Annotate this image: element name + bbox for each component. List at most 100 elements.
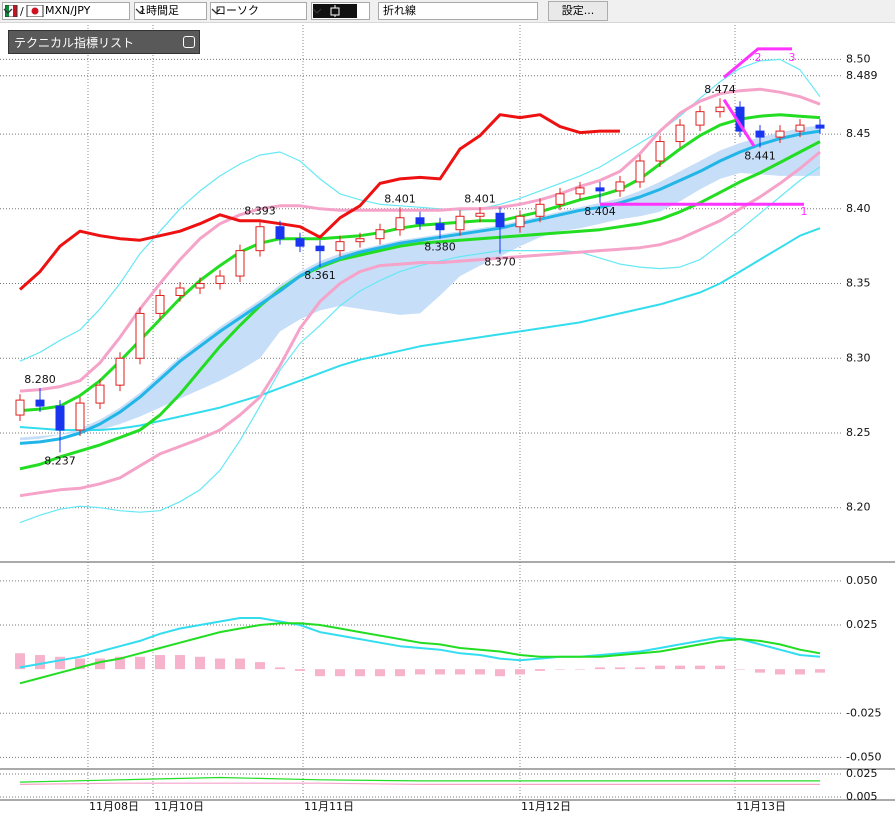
macd-histogram-bar [635, 667, 645, 670]
candle-body [215, 275, 225, 285]
price-annotation: 8.401 [464, 192, 496, 205]
macd-histogram-bar [155, 655, 165, 670]
drawing-label: 1 [801, 205, 808, 218]
candle-body [815, 124, 825, 129]
toolbar: / MXN/JPY 1時間足 ローソク 折れ線 設定... [0, 0, 895, 23]
settings-button[interactable]: 設定... [548, 1, 608, 21]
candle-body [275, 226, 285, 240]
candle-body [355, 238, 365, 243]
indicator-line [19, 87, 821, 393]
price-annotation: 8.441 [744, 150, 776, 163]
candle-body [75, 402, 85, 431]
y-tick-label: 0.025 [846, 767, 878, 780]
indicator-list[interactable]: テクニカル指標リスト [8, 30, 200, 54]
candle-body [455, 215, 465, 231]
x-tick-label: 11月13日 [736, 800, 786, 813]
y-tick-label: 8.35 [846, 277, 871, 290]
candle-icon-bg [313, 4, 357, 18]
y-tick-label: 8.40 [846, 202, 871, 215]
macd-histogram-bar [615, 667, 625, 670]
macd-histogram-bar [15, 653, 25, 670]
macd-histogram-bar [455, 669, 465, 675]
candle-body [635, 160, 645, 183]
candle-body [195, 283, 205, 289]
x-tick-label: 11月12日 [521, 800, 571, 813]
x-tick-label: 11月11日 [304, 800, 354, 813]
candle-body [615, 181, 625, 192]
y-tick-label: 8.45 [846, 127, 871, 140]
line-type-input[interactable]: 折れ線 [378, 2, 538, 20]
macd-histogram-bar [35, 655, 45, 670]
macd-histogram-bar [675, 665, 685, 670]
macd-histogram-bar [515, 669, 525, 675]
macd-histogram-bar [415, 669, 425, 675]
price-annotation: 8.393 [244, 204, 276, 217]
macd-histogram-bar [95, 658, 105, 670]
macd-histogram-bar [195, 656, 205, 670]
candle-body [115, 357, 125, 386]
candle-body [15, 399, 25, 416]
indicator-list-icon [183, 36, 195, 48]
dropdown-arrow [312, 8, 322, 14]
macd-histogram-bar [235, 658, 245, 670]
settings-label: 設定... [561, 4, 595, 17]
indicator-line [19, 776, 820, 783]
macd-histogram-bar [55, 656, 65, 670]
macd-histogram-bar [535, 669, 545, 671]
symbol-select[interactable]: / MXN/JPY [2, 2, 130, 20]
y-tick-label: 8.30 [846, 351, 871, 364]
macd-histogram-bar [255, 662, 265, 670]
indicator-line [18, 113, 620, 291]
candle-body [695, 111, 705, 126]
macd-histogram-bar [275, 667, 285, 670]
indicator-line [19, 129, 821, 445]
candle-body [375, 229, 385, 240]
candle-body [475, 212, 485, 217]
svg-text:/: / [20, 5, 24, 17]
candle-body [415, 217, 425, 225]
macd-histogram-bar [595, 667, 605, 670]
candle-body [755, 130, 765, 138]
indicator-line [19, 166, 821, 524]
flags: / [5, 5, 44, 17]
macd-histogram-bar [475, 669, 485, 675]
candle-body [655, 141, 665, 162]
y-tick-label: 8.25 [846, 426, 871, 439]
timeframe-select[interactable]: 1時間足 [134, 2, 207, 20]
x-tick-label: 11月10日 [154, 800, 204, 813]
macd-histogram-bar [755, 669, 765, 673]
indicator-line [19, 140, 821, 471]
candle-body [395, 217, 405, 231]
line-type: 折れ線 [383, 4, 416, 17]
y-tick-label: -0.050 [846, 750, 881, 763]
macd-histogram-bar [435, 669, 445, 675]
candle-body [315, 245, 325, 252]
price-annotation: 8.370 [484, 256, 516, 269]
price-annotation: 8.401 [384, 192, 416, 205]
indicator-line [19, 150, 821, 498]
chart-type-select[interactable]: ローソク [210, 2, 307, 20]
y-tick-label: 8.489 [846, 69, 878, 82]
indicator-line [19, 617, 821, 669]
macd-histogram-bar [795, 669, 805, 675]
candle-style-select[interactable] [311, 2, 370, 20]
macd-histogram-bar [315, 669, 325, 677]
macd-histogram-bar [775, 669, 785, 675]
macd-histogram-bar [215, 658, 225, 670]
candle-body [175, 287, 185, 296]
indicator-line [19, 227, 821, 431]
dropdown-arrow [211, 8, 221, 14]
macd-histogram-bar [735, 669, 745, 670]
y-tick-label: 0.005 [846, 790, 878, 803]
macd-histogram-bar [355, 669, 365, 677]
candle-body [515, 215, 525, 228]
price-annotation: 8.361 [304, 269, 336, 282]
trend-drawing [723, 47, 792, 79]
candle-body [255, 226, 265, 252]
macd-histogram-bar [555, 669, 565, 670]
candle-body [535, 203, 545, 217]
macd-histogram-bar [575, 669, 585, 670]
candle-body [675, 124, 685, 143]
trend-drawing [722, 98, 756, 147]
candle-body [295, 238, 305, 247]
